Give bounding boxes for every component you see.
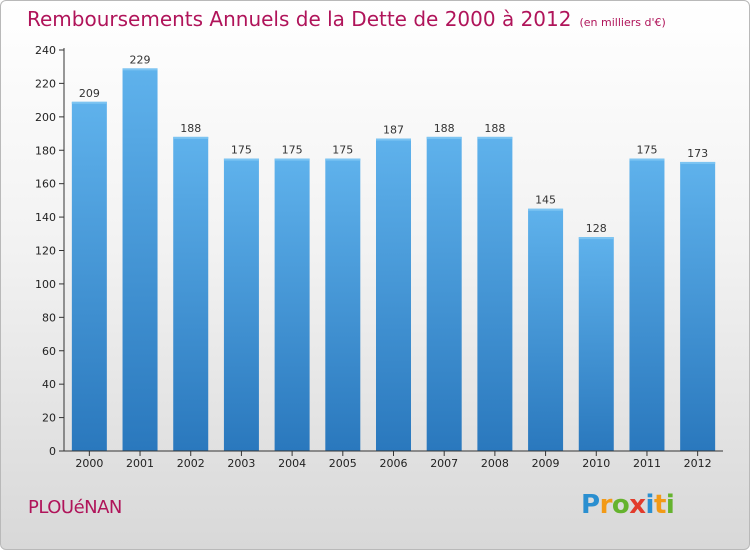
bar-top-highlight <box>578 237 614 240</box>
x-tick-label-2010: 2010 <box>582 457 610 470</box>
x-tick-label-2003: 2003 <box>227 457 255 470</box>
bar-top-highlight <box>376 138 411 141</box>
bar-top-highlight <box>71 101 107 104</box>
logo-letter: r <box>599 490 613 520</box>
logo-letter: t <box>653 490 666 520</box>
x-tick-label-2002: 2002 <box>177 457 205 470</box>
logo-letter: o <box>611 490 630 520</box>
data-label-2008: 188 <box>484 122 505 135</box>
x-tick-label-2008: 2008 <box>481 457 509 470</box>
y-tick-label: 100 <box>35 278 56 291</box>
bar-top-highlight <box>274 158 310 161</box>
logo-letter: i <box>645 490 655 520</box>
data-label-2012: 173 <box>687 147 708 160</box>
y-tick-label: 80 <box>42 311 56 324</box>
bar-top-highlight <box>629 158 665 161</box>
data-label-2011: 175 <box>636 144 657 157</box>
bar-2007 <box>426 136 462 451</box>
logo-letter: i <box>665 490 675 520</box>
y-tick-label: 40 <box>42 378 56 391</box>
x-tick-label-2007: 2007 <box>430 457 458 470</box>
bar-top-highlight <box>426 136 462 139</box>
bar-2002 <box>173 136 209 451</box>
x-tick-label-2000: 2000 <box>75 457 103 470</box>
proxiti-logo: Proxiti <box>581 490 675 520</box>
bar-2001 <box>122 68 158 452</box>
bars-group: 209 229 188 175 175 175 187 188 188 145 128 175 173 <box>71 53 716 452</box>
logo-letter: x <box>629 490 646 520</box>
y-tick-label: 20 <box>42 412 56 425</box>
y-tick-label: 60 <box>42 345 56 358</box>
bar-2000 <box>71 101 107 451</box>
data-label-2000: 209 <box>79 87 100 100</box>
logo-letter: P <box>581 490 600 520</box>
y-tick-label: 160 <box>35 178 56 191</box>
x-tick-label-2004: 2004 <box>278 457 306 470</box>
bar-2003 <box>223 158 259 451</box>
bar-top-highlight <box>173 136 209 139</box>
x-tick-label-2006: 2006 <box>380 457 408 470</box>
x-tick-label-2012: 2012 <box>684 457 712 470</box>
y-tick-label: 180 <box>35 144 56 157</box>
bar-top-highlight <box>477 136 513 139</box>
bar-top-highlight <box>223 158 259 161</box>
bar-2004 <box>274 158 310 451</box>
data-label-2002: 188 <box>180 122 201 135</box>
chart-title: Remboursements Annuels de la Dette de 20… <box>27 7 666 31</box>
bar-top-highlight <box>325 158 361 161</box>
y-tick-label: 120 <box>35 245 56 258</box>
y-axis: 0 20 40 60 80 100 120 140 160 180 200 220 240 <box>35 44 65 458</box>
bar-2011 <box>629 158 665 451</box>
data-label-2003: 175 <box>231 144 252 157</box>
bar-top-highlight <box>528 208 564 211</box>
commune-name: PLOUéNAN <box>28 497 122 518</box>
bar-2010 <box>578 237 614 451</box>
bar-top-highlight <box>122 68 158 71</box>
data-label-2004: 175 <box>282 144 303 157</box>
bar-2012 <box>680 161 716 451</box>
bar-2006 <box>376 138 411 451</box>
data-label-2010: 128 <box>586 222 607 235</box>
data-label-2006: 187 <box>383 124 404 137</box>
x-axis: 2000 2001 2002 2003 2004 2005 2006 2007 2008 2009… <box>64 450 723 470</box>
data-label-2001: 229 <box>130 53 151 66</box>
y-tick-label: 0 <box>49 445 56 458</box>
bar-2009 <box>528 208 564 451</box>
y-tick-label: 240 <box>35 44 56 57</box>
data-label-2007: 188 <box>434 122 455 135</box>
x-tick-label-2011: 2011 <box>633 457 661 470</box>
data-label-2005: 175 <box>332 144 353 157</box>
bar-2008 <box>477 136 513 451</box>
unit-label: (en milliers d'€) <box>579 16 666 29</box>
title-text: Remboursements Annuels de la Dette de 20… <box>27 7 572 31</box>
y-tick-label: 140 <box>35 211 56 224</box>
x-tick-label-2005: 2005 <box>329 457 357 470</box>
bar-top-highlight <box>680 161 716 164</box>
x-tick-label-2009: 2009 <box>532 457 560 470</box>
x-tick-label-2001: 2001 <box>126 457 154 470</box>
y-tick-label: 220 <box>35 77 56 90</box>
y-tick-label: 200 <box>35 111 56 124</box>
data-label-2009: 145 <box>535 194 556 207</box>
bar-2005 <box>325 158 361 451</box>
